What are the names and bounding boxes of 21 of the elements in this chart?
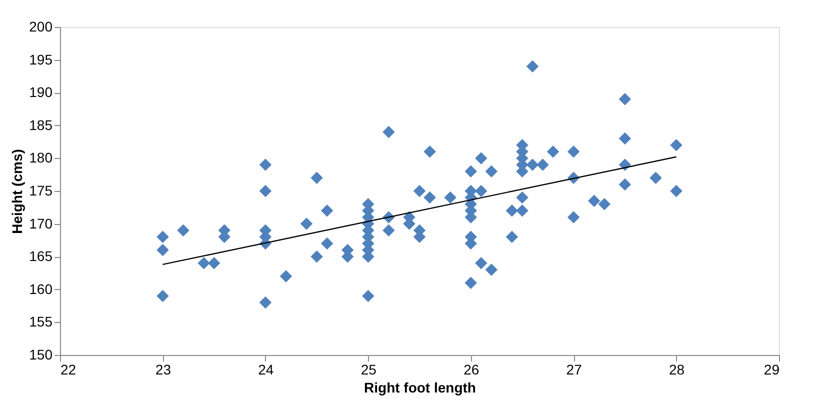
x-axis-title: Right foot length [364, 380, 476, 396]
y-tick-label: 200 [29, 18, 53, 34]
y-tick-label: 190 [29, 84, 53, 100]
y-tick-label: 155 [29, 314, 53, 330]
x-tick-label: 25 [360, 362, 377, 378]
x-tick-label: 29 [764, 362, 780, 378]
x-tick-label: 26 [464, 362, 480, 378]
y-axis-title: Height (cms) [9, 149, 26, 234]
x-tick-label: 27 [566, 362, 582, 378]
y-tick-label: 170 [29, 215, 53, 232]
y-tick-label: 175 [29, 182, 53, 198]
y-tick-label: 150 [29, 346, 53, 362]
y-tick-label: 195 [29, 51, 53, 68]
y-tick-label: 165 [29, 248, 53, 264]
x-tick-label: 22 [60, 362, 76, 378]
y-tick-label: 185 [29, 116, 53, 133]
y-tick-label: 180 [29, 150, 53, 166]
y-tick-label: 160 [29, 280, 53, 297]
x-tick-label: 28 [668, 362, 685, 378]
x-tick-label: 24 [258, 362, 274, 378]
x-tick-label: 23 [155, 362, 172, 378]
